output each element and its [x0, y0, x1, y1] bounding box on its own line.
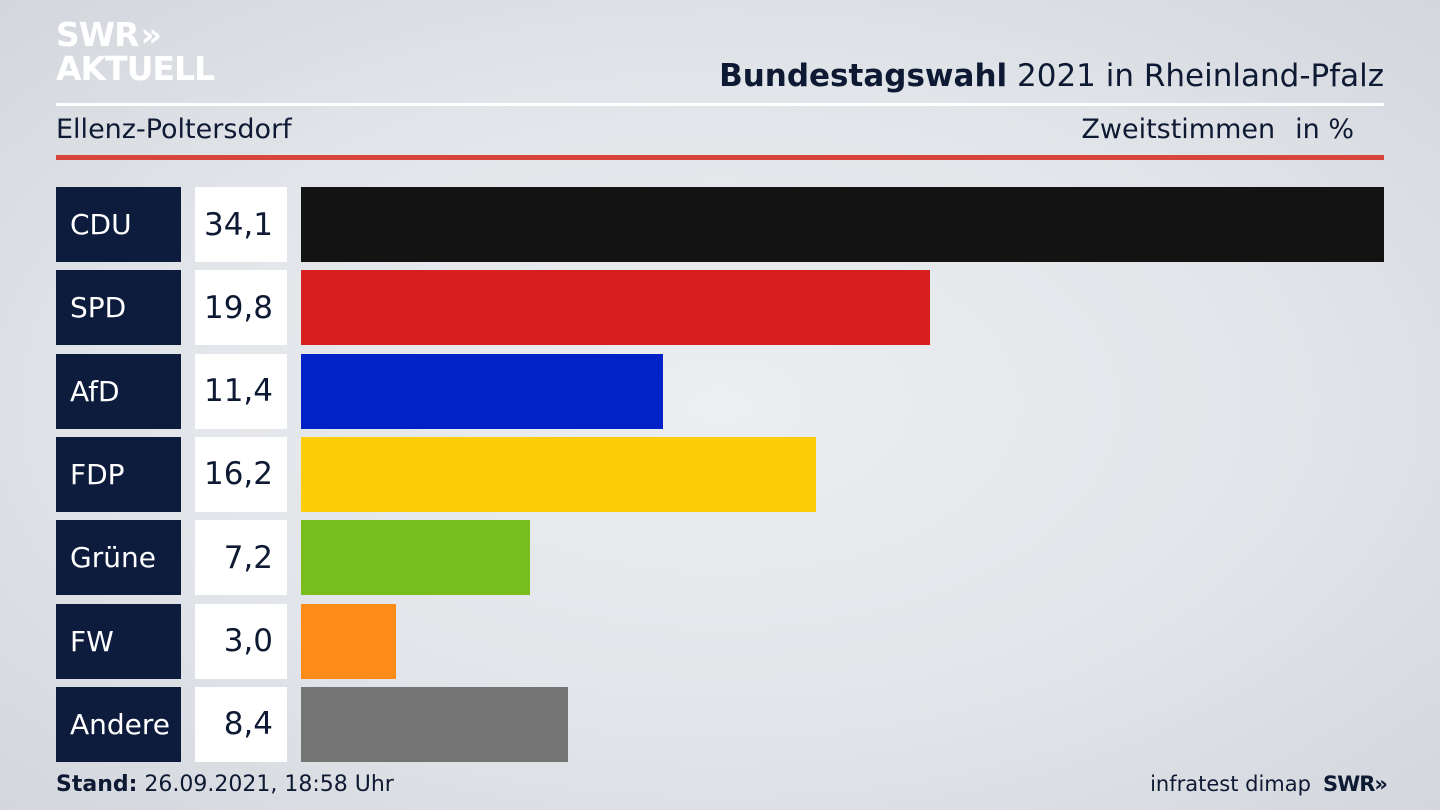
subtitle-text: Zweitstimmen [1081, 114, 1276, 145]
chart-title: Bundestagswahl 2021 in Rheinland-Pfalz [719, 58, 1384, 94]
party-label: AfD [56, 353, 181, 429]
value-label: 8,4 [195, 686, 287, 762]
bar-row: FW 3,0 [56, 603, 1384, 679]
stand-label: Stand: [56, 772, 138, 797]
source-credits: infratest dimap SWR» [1150, 772, 1388, 796]
swr-small-logo: SWR» [1322, 772, 1388, 796]
timestamp: Stand: 26.09.2021, 18:58 Uhr [56, 772, 394, 797]
party-label: FW [56, 603, 181, 679]
bar-row: Andere 8,4 [56, 686, 1384, 762]
bar-row: AfD 11,4 [56, 353, 1384, 429]
value-label: 19,8 [195, 270, 287, 346]
bar [301, 436, 816, 512]
party-label: SPD [56, 270, 181, 346]
value-label: 16,2 [195, 436, 287, 512]
bar [301, 187, 1384, 262]
value-label: 11,4 [195, 353, 287, 429]
bar [301, 520, 530, 596]
accent-divider [56, 155, 1384, 160]
bar-row: SPD 19,8 [56, 270, 1384, 346]
title-bold: Bundestagswahl [719, 58, 1008, 94]
bar [301, 603, 397, 679]
chart-subtitle: Zweitstimmen in % [1081, 114, 1354, 145]
swr-chevron-icon: » [1374, 772, 1387, 796]
bar-row: Grüne 7,2 [56, 520, 1384, 596]
party-label: Grüne [56, 520, 181, 596]
swr-small-text: SWR [1322, 772, 1375, 796]
logo-aktuell-text: AKTUELL [56, 49, 215, 88]
region-name: Ellenz-Poltersdorf [56, 114, 292, 145]
bar [301, 353, 664, 429]
party-label: CDU [56, 187, 181, 262]
bar-row: FDP 16,2 [56, 436, 1384, 512]
stand-value: 26.09.2021, 18:58 Uhr [137, 772, 394, 797]
logo-swr-text: SWR [56, 15, 140, 54]
source-label: infratest dimap [1150, 772, 1311, 796]
value-label: 7,2 [195, 520, 287, 596]
bar [301, 270, 930, 346]
value-label: 34,1 [195, 187, 287, 262]
value-label: 3,0 [195, 603, 287, 679]
header-divider [56, 103, 1384, 106]
bar-row: CDU 34,1 [56, 187, 1384, 262]
unit-label: in % [1295, 114, 1354, 145]
party-label: Andere [56, 686, 181, 762]
bar [301, 686, 568, 762]
bar-chart: CDU 34,1 SPD 19,8 AfD 11,4 FDP 16,2 Grüne 7,2 FW 3,… [56, 187, 1384, 762]
party-label: FDP [56, 436, 181, 512]
swr-aktuell-logo: SWR» AKTUELL [56, 15, 215, 88]
title-rest: 2021 in Rheinland-Pfalz [1007, 58, 1384, 94]
